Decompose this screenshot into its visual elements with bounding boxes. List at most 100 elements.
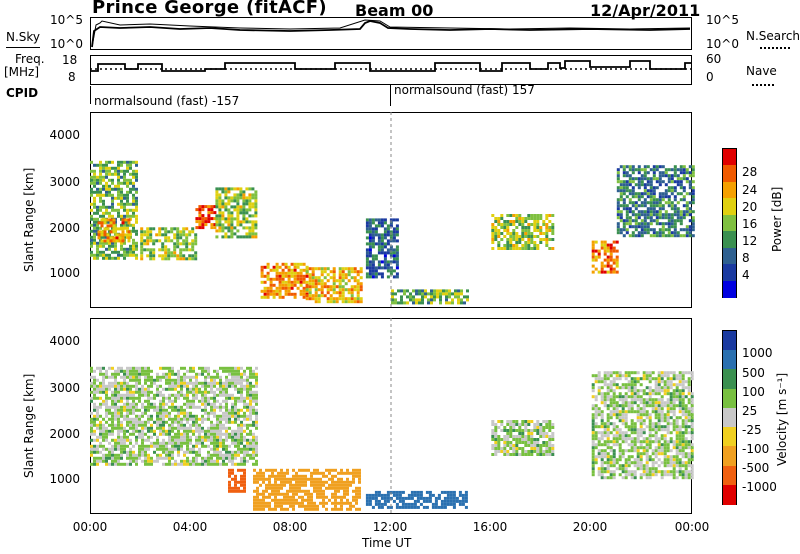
- heatmap-cell: [657, 383, 661, 387]
- heatmap-cell: [132, 390, 135, 394]
- heatmap-cell: [240, 420, 243, 424]
- heatmap-cell: [228, 471, 231, 475]
- heatmap-cell: [666, 422, 670, 426]
- heatmap-cell: [204, 396, 207, 400]
- heatmap-cell: [645, 470, 649, 474]
- heatmap-cell: [109, 224, 113, 228]
- heatmap-cell: [106, 218, 110, 222]
- heatmap-cell: [675, 449, 679, 453]
- heatmap-cell: [524, 226, 528, 229]
- heatmap-cell: [240, 480, 243, 484]
- heatmap-cell: [274, 468, 277, 472]
- heatmap-cell: [500, 247, 504, 250]
- heatmap-cell: [624, 386, 628, 390]
- heatmap-cell: [439, 292, 442, 296]
- heatmap-cell: [93, 420, 96, 424]
- heatmap-cell: [622, 180, 626, 184]
- heatmap-cell: [633, 401, 637, 405]
- heatmap-cell: [96, 384, 99, 388]
- heatmap-cell: [126, 399, 129, 403]
- heatmap-cell: [138, 420, 141, 424]
- heatmap-cell: [135, 384, 138, 388]
- heatmap-cell: [688, 210, 692, 214]
- heatmap-cell: [681, 434, 685, 438]
- heatmap-cell: [222, 384, 225, 388]
- heatmap-cell: [259, 483, 262, 487]
- heatmap-cell: [350, 285, 354, 289]
- heatmap-cell: [368, 254, 372, 258]
- heatmap-cell: [210, 402, 213, 406]
- heatmap-cell: [192, 450, 195, 454]
- heatmap-cell: [639, 473, 643, 477]
- heatmap-cell: [249, 441, 252, 445]
- heatmap-cell: [645, 377, 649, 381]
- heatmap-cell: [222, 399, 225, 403]
- heatmap-cell: [548, 214, 552, 217]
- heatmap-cell: [509, 214, 513, 217]
- heatmap-cell: [236, 187, 240, 191]
- heatmap-cell: [368, 218, 372, 222]
- heatmap-cell: [687, 392, 691, 396]
- heatmap-cell: [618, 404, 622, 408]
- heatmap-cell: [539, 432, 543, 435]
- heatmap-cell: [658, 231, 662, 235]
- heatmap-cell: [688, 228, 692, 232]
- heatmap-cell: [640, 228, 644, 232]
- heatmap-cell: [144, 450, 147, 454]
- heatmap-cell: [234, 432, 237, 436]
- heatmap-cell: [132, 241, 135, 245]
- heatmap-cell: [248, 229, 252, 233]
- heatmap-cell: [252, 405, 255, 409]
- heatmap-cell: [518, 423, 522, 426]
- heatmap-cell: [213, 226, 217, 230]
- heatmap-cell: [316, 468, 319, 472]
- heatmap-cell: [494, 235, 498, 238]
- heatmap-cell: [648, 431, 652, 435]
- heatmap-cell: [655, 231, 659, 235]
- heatmap-cell: [105, 390, 108, 394]
- heatmap-cell: [231, 378, 234, 382]
- heatmap-cell: [138, 378, 141, 382]
- heatmap-cell: [129, 450, 132, 454]
- heatmap-cell: [168, 432, 171, 436]
- heatmap-cell: [365, 230, 369, 234]
- heatmap-cell: [255, 384, 258, 388]
- heatmap-cell: [135, 175, 138, 179]
- heatmap-cell: [207, 220, 211, 224]
- heatmap-cell: [637, 198, 641, 202]
- heatmap-cell: [255, 453, 258, 457]
- heatmap-cell: [634, 225, 638, 229]
- heatmap-cell: [156, 372, 159, 376]
- heatmap-cell: [243, 429, 246, 433]
- heatmap-cell: [636, 461, 640, 465]
- heatmap-cell: [355, 474, 358, 478]
- heatmap-cell: [271, 483, 274, 487]
- heatmap-cell: [117, 393, 120, 397]
- heatmap-cell: [141, 393, 144, 397]
- heatmap-cell: [652, 171, 656, 175]
- heatmap-cell: [681, 392, 685, 396]
- heatmap-cell: [147, 378, 150, 382]
- heatmap-cell: [374, 490, 378, 494]
- heatmap-cell: [407, 493, 411, 497]
- heatmap-cell: [443, 496, 447, 500]
- heatmap-cell: [323, 282, 327, 286]
- heatmap-cell: [140, 239, 144, 243]
- heatmap-cell: [121, 230, 125, 234]
- heatmap-cell: [227, 217, 231, 221]
- heatmap-cell: [625, 174, 629, 178]
- heatmap-cell: [111, 187, 114, 191]
- heatmap-cell: [663, 404, 667, 408]
- heatmap-cell: [132, 211, 135, 215]
- heatmap-cell: [675, 446, 679, 450]
- heatmap-cell: [512, 214, 516, 217]
- heatmap-cell: [627, 383, 631, 387]
- heatmap-cell: [615, 371, 619, 375]
- heatmap-cell: [111, 196, 114, 200]
- heatmap-cell: [127, 236, 131, 240]
- heatmap-cell: [606, 398, 610, 402]
- heatmap-cell: [201, 429, 204, 433]
- heatmap-cell: [344, 282, 348, 286]
- heatmap-cell: [252, 447, 255, 451]
- heatmap-cell: [594, 249, 598, 253]
